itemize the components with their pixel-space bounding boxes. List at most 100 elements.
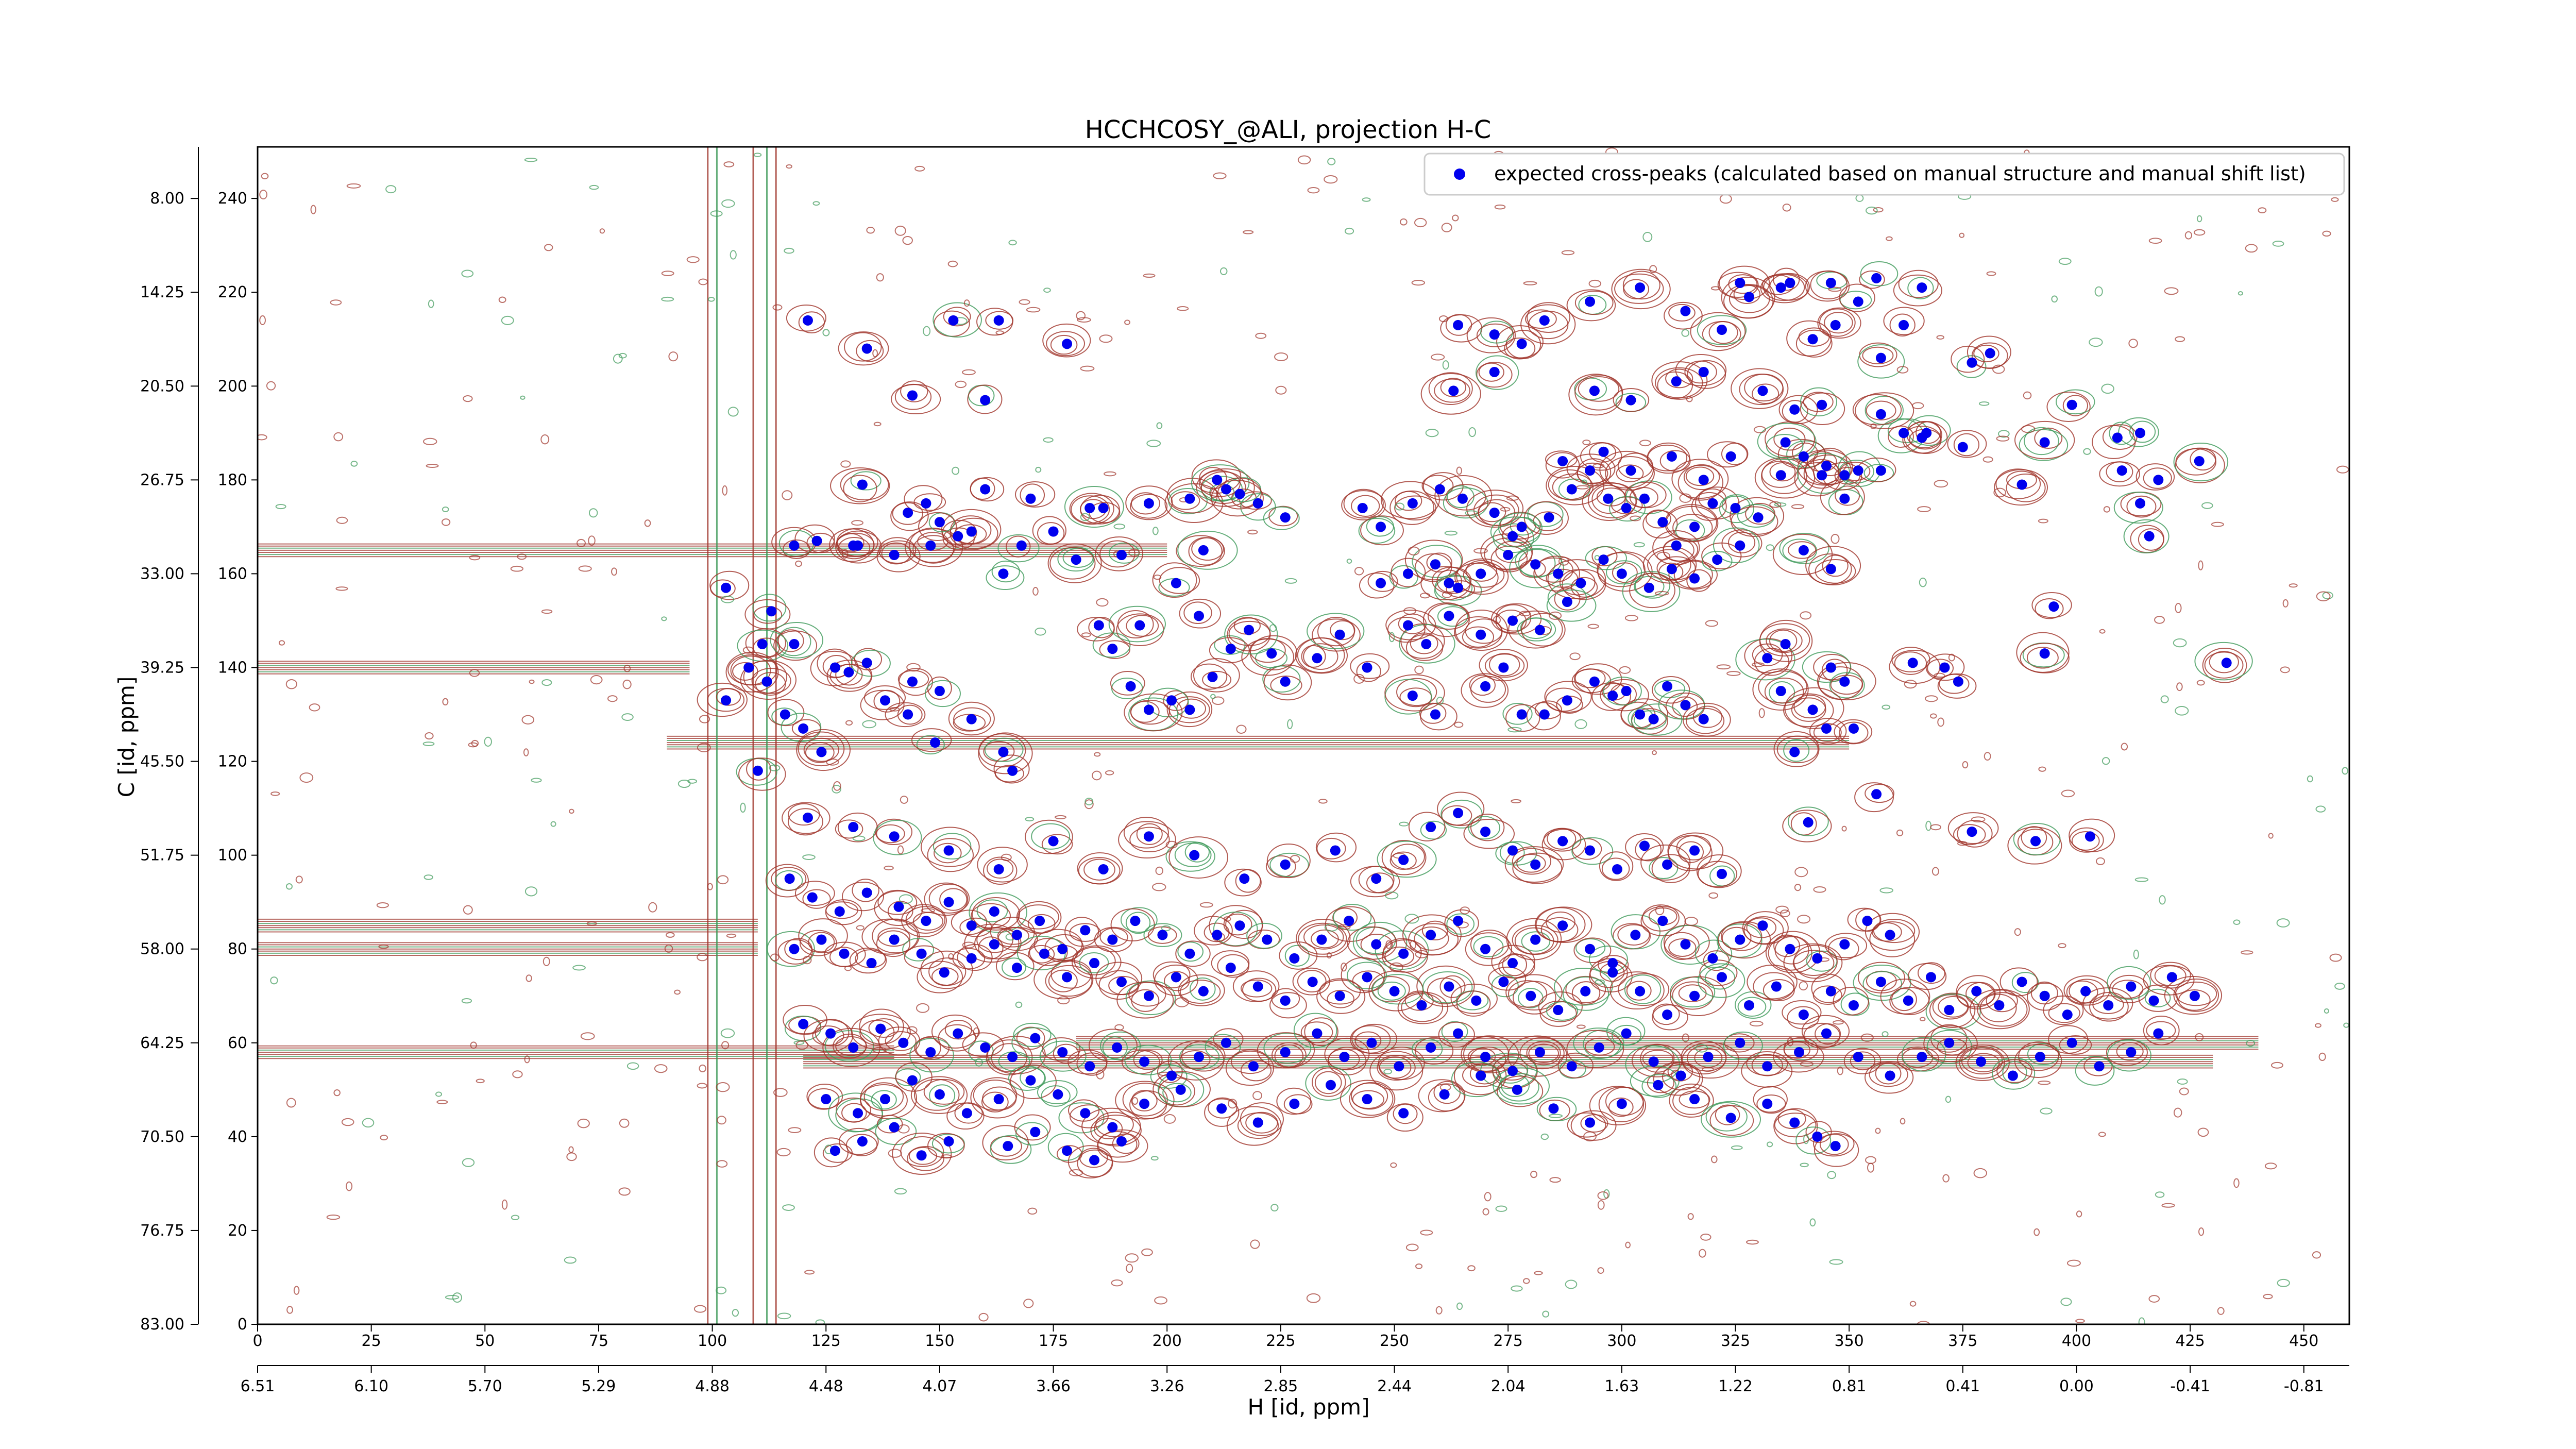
contour-ring bbox=[967, 384, 1003, 414]
noise-contour bbox=[1307, 187, 1320, 194]
contour-ring bbox=[1225, 1050, 1274, 1086]
noise-contour bbox=[452, 1292, 463, 1303]
cross-peak bbox=[1957, 442, 1968, 452]
cross-peak bbox=[1735, 540, 1745, 551]
contour-ring bbox=[829, 528, 875, 562]
contour-ring bbox=[1324, 1037, 1370, 1071]
noise-contour bbox=[1444, 530, 1458, 536]
noise-contour bbox=[1565, 1279, 1578, 1289]
cross-peak bbox=[2112, 432, 2123, 443]
cross-peak bbox=[1407, 690, 1418, 701]
contour-ring bbox=[1381, 840, 1427, 875]
contour-ring bbox=[1468, 816, 1500, 840]
contour-ring bbox=[1646, 509, 1671, 529]
contour-ring bbox=[1404, 540, 1463, 581]
contour-ring bbox=[1389, 851, 1417, 870]
contour-ring bbox=[1957, 820, 1993, 848]
noise-contour bbox=[1523, 281, 1537, 285]
noise-contour bbox=[2038, 766, 2046, 772]
noise-contour bbox=[1165, 840, 1178, 849]
noise-contour bbox=[772, 304, 783, 311]
cross-peak bbox=[1444, 981, 1454, 992]
contour-ring bbox=[1095, 1111, 1134, 1137]
contour-ring bbox=[1402, 914, 1462, 956]
contour-ring bbox=[824, 1030, 874, 1062]
contour-ring bbox=[1805, 546, 1861, 585]
noise-contour bbox=[1228, 1099, 1238, 1109]
noise-contour bbox=[1931, 867, 1939, 876]
contour-ring bbox=[1048, 969, 1078, 992]
y-ppm-tick-label: 76.75 bbox=[140, 1222, 184, 1240]
cross-peak bbox=[1875, 976, 1886, 987]
cross-peak bbox=[1512, 1084, 1522, 1095]
noise-contour bbox=[1385, 891, 1399, 900]
contour-ring bbox=[1746, 917, 1777, 938]
noise-contour bbox=[577, 1118, 590, 1128]
contour-ring bbox=[1312, 1067, 1346, 1097]
noise-contour bbox=[1043, 288, 1051, 293]
cross-peak bbox=[1453, 916, 1464, 926]
x-ppm-tick-label: 6.10 bbox=[354, 1377, 388, 1395]
contour-ring bbox=[1391, 558, 1426, 587]
cross-peak bbox=[1707, 498, 1718, 509]
contour-ring bbox=[1284, 945, 1310, 967]
contour-ring bbox=[1469, 675, 1496, 696]
noise-contour bbox=[2076, 1210, 2082, 1218]
contour-ring bbox=[2006, 473, 2046, 502]
contour-ring bbox=[1669, 1083, 1714, 1118]
cross-peak bbox=[1139, 1056, 1150, 1067]
noise-contour bbox=[1710, 286, 1720, 291]
contour-ring bbox=[1176, 535, 1225, 567]
contour-ring bbox=[1440, 378, 1467, 397]
contour-ring bbox=[1504, 846, 1564, 883]
contour-ring bbox=[1179, 980, 1221, 1004]
contour-ring bbox=[1223, 913, 1252, 936]
cross-peak bbox=[1312, 1028, 1323, 1039]
cross-peak bbox=[1607, 690, 1618, 701]
noise-contour bbox=[1558, 557, 1569, 566]
noise-contour bbox=[423, 874, 433, 880]
cross-peak bbox=[1457, 493, 1468, 504]
noise-contour bbox=[577, 538, 586, 547]
cross-peak bbox=[953, 531, 963, 542]
noise-contour bbox=[832, 785, 841, 794]
cross-peak bbox=[1089, 958, 1099, 969]
contour-ring bbox=[1008, 1066, 1046, 1091]
cross-peak bbox=[1825, 986, 1836, 997]
cross-peak bbox=[1730, 502, 1741, 513]
noise-contour bbox=[2315, 805, 2326, 813]
noise-contour bbox=[717, 875, 729, 885]
contour-ring bbox=[1224, 868, 1262, 897]
contour-ring bbox=[1574, 663, 1622, 695]
cross-peak bbox=[1735, 278, 1745, 289]
contour-ring bbox=[1611, 268, 1671, 310]
contour-ring bbox=[824, 941, 866, 967]
contour-ring bbox=[939, 888, 968, 911]
contour-ring bbox=[1188, 537, 1223, 566]
cross-peak bbox=[1585, 1117, 1596, 1128]
contour-ring bbox=[1067, 1049, 1108, 1075]
cross-peak bbox=[1344, 916, 1354, 926]
contour-ring bbox=[1647, 442, 1690, 474]
contour-ring bbox=[1232, 970, 1280, 1002]
contour-ring bbox=[1279, 941, 1318, 970]
contour-ring bbox=[1466, 490, 1524, 528]
noise-contour bbox=[428, 299, 434, 308]
cross-peak bbox=[1334, 990, 1345, 1001]
noise-contour bbox=[1829, 1259, 1843, 1265]
contour-ring bbox=[1108, 605, 1166, 643]
cross-peak bbox=[1112, 1042, 1123, 1053]
contour-ring bbox=[829, 664, 872, 689]
cross-peak bbox=[925, 540, 936, 551]
noise-contour bbox=[2318, 1052, 2326, 1062]
contour-ring bbox=[907, 1145, 944, 1171]
cross-peak bbox=[1839, 939, 1850, 950]
contour-ring bbox=[1020, 483, 1045, 507]
contour-ring bbox=[2035, 598, 2064, 619]
noise-contour bbox=[2175, 603, 2182, 613]
contour-ring bbox=[1080, 495, 1120, 525]
contour-ring bbox=[953, 714, 986, 732]
cross-peak bbox=[1839, 676, 1850, 687]
noise-contour bbox=[1080, 365, 1095, 372]
noise-contour bbox=[1937, 717, 1944, 727]
